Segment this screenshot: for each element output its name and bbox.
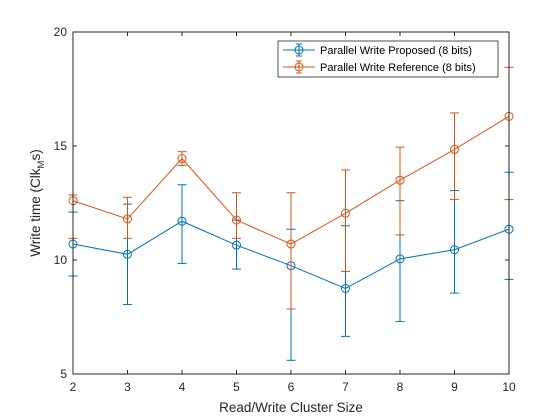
x-tick-label: 6 (288, 380, 295, 394)
legend-label: Parallel Write Reference (8 bits) (320, 62, 476, 74)
data-point (123, 214, 132, 224)
data-point (232, 215, 241, 225)
data-point (395, 254, 405, 264)
legend-label: Parallel Write Proposed (8 bits) (320, 45, 472, 57)
data-point (450, 245, 459, 255)
y-axis-label: Write time (ClkMs) (28, 149, 47, 256)
y-axis-label-subscript: M (36, 160, 47, 168)
y-axis-label-main: Write time (Clk (28, 168, 43, 257)
legend-marker (294, 45, 304, 55)
x-tick-label: 8 (397, 380, 404, 394)
legend-items: Parallel Write Proposed (8 bits) Parallel… (283, 43, 476, 74)
data-point (177, 154, 187, 164)
data-point (395, 175, 405, 185)
y-axis-label-tail: s) (28, 149, 43, 160)
x-tick-label: 9 (451, 380, 458, 394)
x-tick-label: 10 (502, 380, 516, 394)
y-tick-label: 20 (54, 25, 68, 39)
x-axis-label: Read/Write Cluster Size (219, 400, 363, 415)
legend-marker (294, 62, 304, 72)
data-point (341, 284, 350, 293)
x-tick-label: 4 (179, 380, 186, 394)
plot-layer (68, 66, 514, 361)
data-point (177, 216, 187, 226)
series-line (72, 115, 510, 245)
data-point (341, 208, 350, 218)
y-tick-label: 10 (54, 253, 68, 267)
legend: Parallel Write Proposed (8 bits) Parallel… (277, 40, 499, 78)
tick-layer: 2 3 4 5 6 7 8 9 10 5 10 15 20 (54, 25, 516, 394)
y-tick-label: 5 (60, 367, 67, 381)
x-tick-label: 3 (124, 380, 131, 394)
series-2 (68, 66, 514, 310)
legend-box (277, 40, 499, 78)
data-point (450, 144, 459, 154)
data-point (232, 240, 241, 250)
x-tick-label: 7 (342, 380, 349, 394)
data-point (123, 249, 132, 259)
x-tick-label: 5 (233, 380, 240, 394)
y-tick-label: 15 (54, 139, 68, 153)
x-tick-label: 2 (70, 380, 77, 394)
data-point (286, 239, 296, 249)
